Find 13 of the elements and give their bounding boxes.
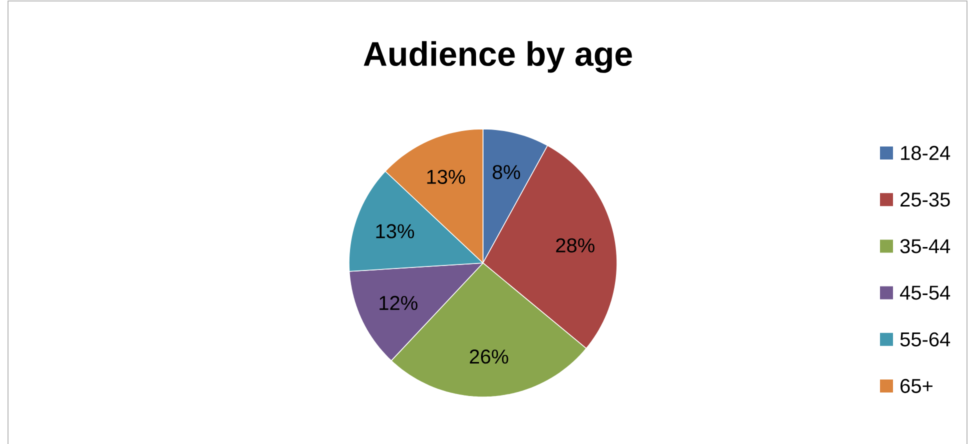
legend-label: 55-64 <box>900 332 950 346</box>
legend-label: 65+ <box>900 378 932 393</box>
legend-label: 18-24 <box>901 146 950 160</box>
data-label: 13% <box>427 170 466 184</box>
data-label: 12% <box>380 296 418 310</box>
legend-label: 45-54 <box>900 286 950 300</box>
legend-label: 25-35 <box>900 192 950 206</box>
legend-label: 35-44 <box>900 238 950 254</box>
data-label: 28% <box>556 238 594 252</box>
data-label: 13% <box>376 224 414 238</box>
chart-title: Audience by age <box>364 40 632 73</box>
data-label: 8% <box>492 164 520 180</box>
data-label: 26% <box>470 349 508 364</box>
